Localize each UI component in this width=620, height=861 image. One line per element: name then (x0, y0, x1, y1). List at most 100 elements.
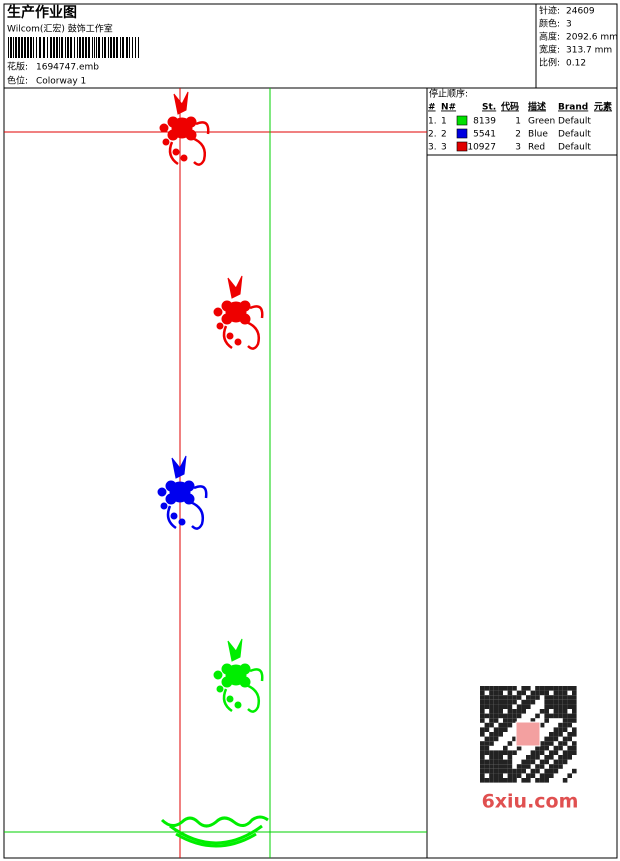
cell: Default (558, 143, 591, 153)
qr-cell (544, 713, 549, 719)
qr-cell (507, 764, 513, 769)
qr-cell (572, 768, 577, 774)
qr-cell (567, 699, 572, 705)
qr-cell (562, 690, 568, 696)
qr-cell (498, 773, 503, 778)
qr-cell (493, 704, 499, 709)
qr-cell (572, 686, 577, 691)
qr-cell (553, 727, 559, 732)
bar (24, 37, 26, 58)
bar (98, 37, 100, 58)
stat-label: 颜色: (539, 18, 560, 30)
qr-cell (498, 778, 503, 783)
qr-cell (549, 773, 554, 778)
qr-cell (512, 713, 517, 719)
qr-cell (544, 695, 549, 700)
qr-cell (539, 686, 545, 691)
qr-cell (484, 778, 490, 783)
qr-cell (480, 732, 485, 737)
cell: 2. (428, 130, 437, 140)
qr-cell (503, 727, 508, 732)
qr-cell (512, 750, 517, 755)
bar (135, 37, 136, 58)
qr-cell (512, 736, 517, 742)
qr-cell (567, 773, 572, 778)
qr-cell (480, 755, 485, 760)
bar (18, 37, 20, 58)
qr-cell (544, 699, 549, 705)
column-header: N# (441, 103, 456, 113)
column-header: St. (482, 103, 496, 113)
qr-cell (480, 778, 485, 783)
bar (13, 37, 14, 58)
motif (158, 90, 210, 166)
cell: 8139 (473, 117, 496, 127)
qr-cell (572, 727, 577, 732)
qr-cell (558, 745, 563, 751)
stat-value: 3 (566, 20, 572, 30)
qr-cell (484, 764, 490, 769)
qr-cell (484, 741, 490, 746)
qr-cell (572, 709, 577, 714)
qr-cell (498, 759, 503, 765)
qr-cell (493, 736, 499, 742)
qr-cell (553, 686, 559, 691)
qr-cell (544, 718, 549, 723)
qr-cell (553, 709, 559, 714)
qr-cell (489, 736, 494, 742)
qr-cell (526, 686, 531, 691)
qr-cell (535, 745, 540, 751)
bar (85, 37, 87, 58)
bar (116, 37, 118, 58)
qr-cell (480, 745, 485, 751)
qr-cell (498, 732, 503, 737)
qr-cell (553, 695, 559, 700)
qr-cell (493, 778, 499, 783)
qr-cell (558, 686, 563, 691)
color-swatch (456, 128, 468, 139)
qr-cell (549, 768, 554, 774)
bar (50, 37, 52, 58)
qr-cell (553, 713, 559, 719)
qr-cell (507, 718, 513, 723)
qr-cell (562, 741, 568, 746)
stats: 针迹: 24609 颜色: 3 高度: 2092.6 mm 宽度: 313.7 mm 比例: 0.… (539, 5, 618, 69)
bar (39, 37, 41, 58)
qr-cell (507, 768, 513, 774)
qr-cell (567, 718, 572, 723)
stat-label: 高度: (539, 31, 560, 43)
qr-cell (503, 750, 508, 755)
cell: 1. (428, 117, 437, 127)
qr-cell (562, 727, 568, 732)
column-header: # (428, 103, 436, 113)
bar (77, 37, 78, 58)
qr-cell (516, 690, 522, 696)
qr-cell (498, 727, 503, 732)
table-title: 停止顺序: (429, 88, 468, 100)
qr-cell (484, 745, 490, 751)
qr-cell (549, 750, 554, 755)
bar (27, 37, 29, 58)
qr-cell (539, 690, 545, 696)
qr-cell (521, 709, 526, 714)
qr-cell (480, 741, 485, 746)
qr-cell (572, 741, 577, 746)
qr-cell (567, 686, 572, 691)
qr-cell (489, 755, 494, 760)
qr-cell (572, 704, 577, 709)
qr-cell (507, 759, 513, 765)
qr-cell (493, 709, 499, 714)
qr-cell (484, 704, 490, 709)
qr-cell (562, 704, 568, 709)
qr-cell (503, 695, 508, 700)
qr-cell (539, 778, 545, 783)
qr-cell (489, 764, 494, 769)
qr-cell (535, 690, 540, 696)
qr-cell (553, 745, 559, 751)
qr-cell (553, 704, 559, 709)
qr-cell (480, 750, 485, 755)
cell: Default (558, 130, 591, 140)
stat-label: 针迹: (539, 5, 560, 17)
qr-cell (503, 718, 508, 723)
